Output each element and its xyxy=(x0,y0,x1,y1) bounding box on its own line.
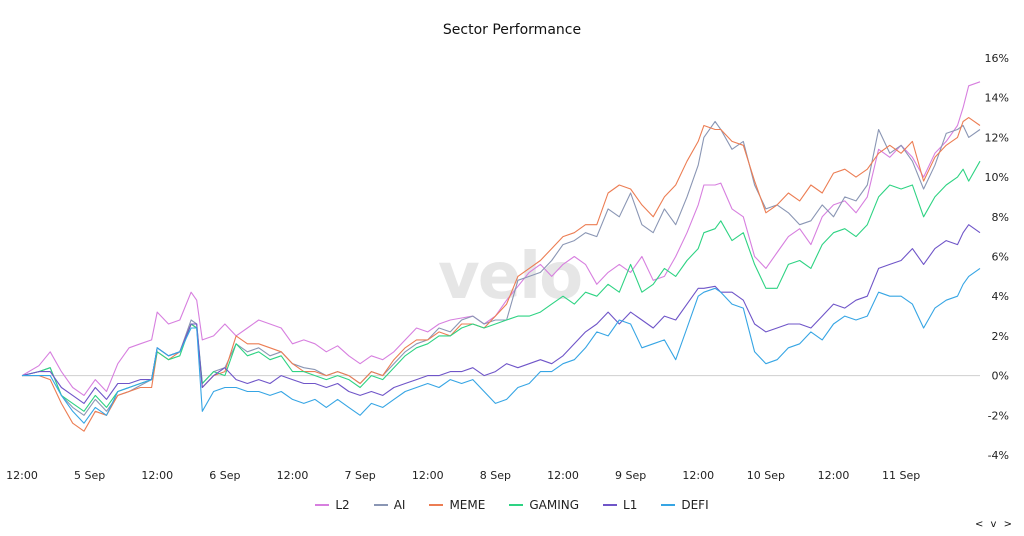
x-tick-label: 5 Sep xyxy=(74,469,105,482)
x-tick-label: 10 Sep xyxy=(747,469,785,482)
legend-item-defi[interactable]: DEFI xyxy=(661,498,709,512)
y-tick-label: 16% xyxy=(985,52,1009,65)
legend-item-ai[interactable]: AI xyxy=(373,498,406,512)
legend-swatch xyxy=(315,504,330,506)
series-line-meme xyxy=(22,117,981,432)
legend-swatch xyxy=(509,504,524,506)
x-tick-label: 12:00 xyxy=(141,469,173,482)
y-tick-label: -2% xyxy=(988,409,1009,422)
legend-label: DEFI xyxy=(681,498,709,512)
x-tick-label: 12:00 xyxy=(277,469,309,482)
legend-label: L2 xyxy=(335,498,350,512)
y-tick-label: 2% xyxy=(992,330,1009,343)
x-tick-label: 12:00 xyxy=(6,469,38,482)
y-tick-label: 12% xyxy=(985,131,1009,144)
legend-label: MEME xyxy=(449,498,486,512)
x-tick-label: 12:00 xyxy=(412,469,444,482)
x-tick-label: 7 Sep xyxy=(345,469,376,482)
legend-item-meme[interactable]: MEME xyxy=(429,498,485,512)
x-tick-label: 9 Sep xyxy=(615,469,646,482)
x-tick-label: 12:00 xyxy=(547,469,579,482)
y-tick-label: 4% xyxy=(992,290,1009,303)
series-line-gaming xyxy=(21,160,981,412)
x-tick-label: 6 Sep xyxy=(209,469,240,482)
series-line-ai xyxy=(21,120,981,416)
chart-legend: L2 AI MEME GAMING L1 DEFI xyxy=(0,498,1024,512)
series-line-l1 xyxy=(21,224,981,404)
legend-swatch xyxy=(373,504,388,506)
chart-title: Sector Performance xyxy=(442,22,582,38)
legend-item-l2[interactable]: L2 xyxy=(315,498,350,512)
x-tick-label: 12:00 xyxy=(818,469,850,482)
series-line-l2 xyxy=(21,81,981,396)
x-tick-label: 11 Sep xyxy=(882,469,920,482)
y-tick-label: 8% xyxy=(992,211,1009,224)
y-tick-label: 14% xyxy=(985,92,1009,105)
watermark-logo: velo xyxy=(438,240,583,314)
legend-swatch xyxy=(429,504,444,506)
x-tick-label: 12:00 xyxy=(682,469,714,482)
y-tick-label: 0% xyxy=(992,370,1009,383)
chart-nav-control[interactable]: < v > xyxy=(974,519,1014,530)
legend-label: L1 xyxy=(623,498,638,512)
legend-label: AI xyxy=(393,498,406,512)
y-tick-label: 6% xyxy=(992,251,1009,264)
series-line-defi xyxy=(22,267,981,424)
legend-item-gaming[interactable]: GAMING xyxy=(509,498,579,512)
x-tick-label: 8 Sep xyxy=(480,469,511,482)
y-tick-label: 10% xyxy=(985,171,1009,184)
legend-swatch xyxy=(603,504,618,506)
y-tick-label: -4% xyxy=(988,449,1009,462)
legend-item-l1[interactable]: L1 xyxy=(603,498,637,512)
legend-label: GAMING xyxy=(529,498,580,512)
legend-swatch xyxy=(661,504,676,506)
